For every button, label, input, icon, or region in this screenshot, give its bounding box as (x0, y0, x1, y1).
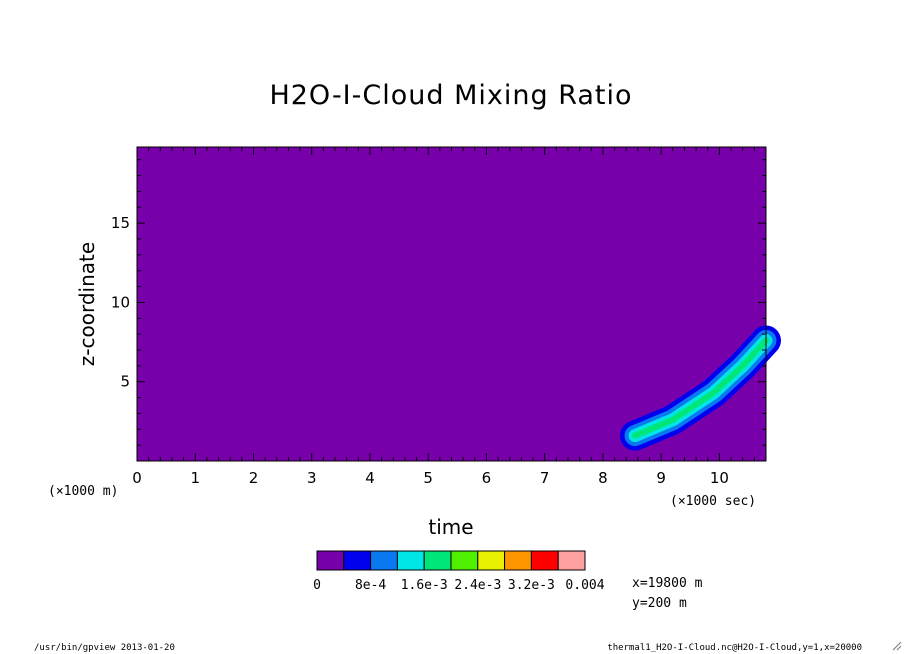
legend-label: 3.2e-3 (508, 578, 555, 593)
y-tick-label: 15 (111, 214, 130, 232)
legend-swatch (316, 550, 345, 571)
legend-label: 0.004 (565, 578, 604, 593)
info-x: x=19800 m (632, 576, 703, 591)
legend-swatch (396, 550, 425, 571)
legend-swatch (450, 550, 479, 571)
x-tick-label: 0 (132, 469, 142, 487)
legend-label: 1.6e-3 (401, 578, 448, 593)
legend-swatch (504, 550, 532, 571)
legend-swatch (423, 550, 452, 571)
color-legend-labels: 0 8e-4 1.6e-3 2.4e-3 3.2e-3 0.004 (313, 578, 605, 593)
legend-label: 8e-4 (355, 578, 386, 593)
x-tick-label: 6 (482, 469, 492, 487)
axis-ticks (136, 147, 767, 462)
resize-grip-icon[interactable] (892, 641, 902, 651)
legend-swatch (530, 550, 559, 571)
x-tick-label: 4 (365, 469, 375, 487)
legend-label: 0 (313, 578, 321, 593)
x-tick-label: 8 (598, 469, 608, 487)
y-tick-label: 10 (111, 293, 130, 311)
plot-area (136, 146, 781, 462)
x-tick-label: 1 (190, 469, 200, 487)
y-unit-label: (×1000 m) (48, 484, 118, 499)
legend-swatch (477, 550, 506, 571)
x-tick-label: 2 (249, 469, 259, 487)
x-tick-label: 7 (540, 469, 550, 487)
y-tick-label: 5 (120, 373, 130, 391)
chart-title: H2O-I-Cloud Mixing Ratio (269, 80, 632, 111)
x-tick-label: 10 (710, 469, 729, 487)
x-tick-labels: 0 1 2 3 4 5 6 7 8 9 10 (132, 469, 729, 487)
y-axis-label: z-coordinate (75, 242, 99, 366)
legend-swatch (557, 550, 586, 571)
plume-band-3 (632, 337, 769, 439)
color-legend (316, 550, 586, 571)
y-tick-labels: 5 10 15 (111, 214, 130, 391)
x-unit-label: (×1000 sec) (670, 494, 756, 509)
legend-label: 2.4e-3 (454, 578, 501, 593)
legend-swatch (370, 550, 398, 571)
cloud-plume (620, 325, 781, 451)
x-tick-label: 3 (307, 469, 317, 487)
footer-right: thermal1_H2O-I-Cloud.nc@H2O-I-Cloud,y=1,… (607, 643, 862, 653)
info-y: y=200 m (632, 596, 687, 611)
x-tick-label: 9 (656, 469, 666, 487)
x-axis-label: time (428, 515, 473, 539)
footer-left: /usr/bin/gpview 2013-01-20 (34, 643, 175, 653)
x-tick-label: 5 (423, 469, 433, 487)
legend-swatch (343, 550, 372, 571)
